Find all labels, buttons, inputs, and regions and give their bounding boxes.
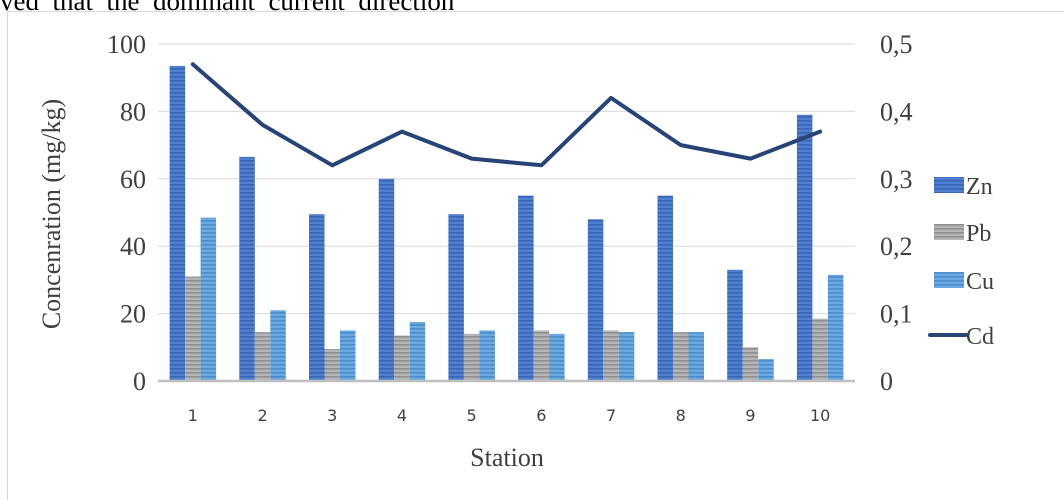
- bar-pb: [812, 318, 828, 381]
- y2-tick-label: 0,4: [880, 97, 913, 126]
- y2-tick-label: 0,1: [880, 300, 913, 329]
- line-cd: [190, 62, 823, 168]
- bar-zn: [169, 65, 186, 381]
- bar-pb: [463, 333, 480, 381]
- bar-pb: [742, 347, 759, 381]
- legend-swatch-zn: [934, 177, 964, 193]
- y2-tick-label: 0,2: [880, 232, 913, 261]
- bar-cu: [340, 330, 356, 381]
- y2-tick-label: 0,5: [880, 30, 913, 59]
- bars: [169, 65, 844, 382]
- bar-zn: [239, 156, 255, 381]
- bar-cu: [758, 359, 774, 381]
- y2-tick-label: 0,3: [880, 165, 913, 194]
- bar-cu: [549, 333, 565, 381]
- bar-pb: [533, 330, 550, 381]
- header-text: ved that the dominant current direction: [0, 0, 455, 16]
- bar-pb: [185, 276, 201, 381]
- bar-pb: [603, 330, 619, 381]
- chart-frame: [7, 11, 1064, 500]
- x-tick-label: 5: [467, 406, 477, 425]
- bar-pb: [324, 348, 340, 381]
- legend-label-cd: Cd: [966, 324, 994, 350]
- bar-zn: [448, 214, 464, 381]
- bar-zn: [378, 178, 395, 381]
- bar-zn: [587, 219, 604, 381]
- legend-label-cu: Cu: [966, 269, 994, 295]
- legend-label-pb: Pb: [966, 221, 991, 247]
- y-tick-label: 40: [120, 232, 146, 261]
- bar-zn: [796, 114, 813, 382]
- bar-cu: [618, 332, 635, 381]
- x-tick-label: 2: [257, 406, 267, 425]
- legend-label-zn: Zn: [966, 174, 993, 200]
- x-axis-title: Station: [470, 443, 544, 472]
- bar-cu: [200, 217, 217, 381]
- x-tick-label: 6: [536, 406, 546, 425]
- legend-swatch-cu: [934, 272, 964, 288]
- legend: Zn Pb Cu Cd: [928, 174, 994, 350]
- y-tick-label: 20: [120, 300, 146, 329]
- y-tick-label: 0: [133, 367, 146, 396]
- y-tick-label: 100: [107, 30, 146, 59]
- bar-cu: [270, 310, 286, 381]
- bar-zn: [309, 214, 325, 381]
- x-tick-label: 3: [327, 406, 337, 425]
- bar-cu: [479, 330, 495, 381]
- bar-cu: [688, 332, 704, 381]
- y-axis-title: Concenration (mg/kg): [37, 99, 66, 329]
- x-tick-label: 4: [397, 406, 407, 425]
- cd-line: [190, 62, 823, 168]
- y-tick-label: 60: [120, 165, 146, 194]
- bar-pb: [254, 332, 271, 381]
- bar-pb: [673, 332, 689, 381]
- y2-tick-label: 0: [880, 367, 893, 396]
- bar-zn: [727, 269, 743, 381]
- tick-labels: 0 20 40 60 80 100 0 0,1 0,2 0,3 0,4 0,5 1 2 3 4 5 6 7 8 9 10: [107, 30, 913, 425]
- x-tick-label: 8: [676, 406, 686, 425]
- x-tick-label: 1: [188, 406, 198, 425]
- gridlines: [158, 43, 855, 315]
- bar-pb: [394, 335, 410, 381]
- x-tick-label: 7: [606, 406, 616, 425]
- y-tick-label: 80: [120, 97, 146, 126]
- bar-cu: [409, 322, 426, 381]
- bar-zn: [518, 195, 534, 381]
- x-tick-label: 10: [810, 406, 830, 425]
- x-tick-label: 9: [745, 406, 755, 425]
- bar-zn: [657, 195, 673, 381]
- bar-cu: [827, 274, 844, 381]
- legend-swatch-pb: [934, 224, 964, 240]
